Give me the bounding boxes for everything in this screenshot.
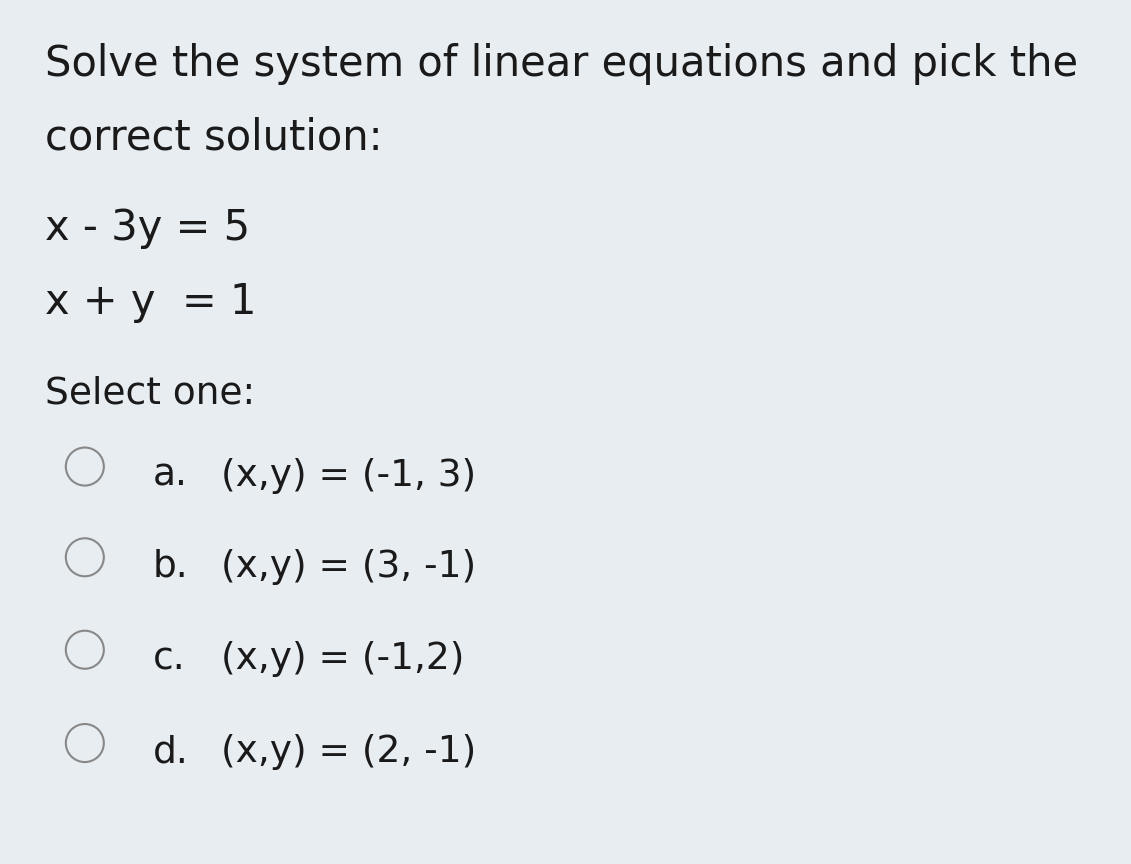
Text: Solve the system of linear equations and pick the: Solve the system of linear equations and… — [45, 43, 1078, 86]
Text: x + y  = 1: x + y = 1 — [45, 281, 257, 323]
Text: x - 3y = 5: x - 3y = 5 — [45, 207, 250, 250]
Text: Select one:: Select one: — [45, 376, 256, 412]
Text: (x,y) = (2, -1): (x,y) = (2, -1) — [221, 734, 476, 771]
Text: (x,y) = (-1,2): (x,y) = (-1,2) — [221, 641, 464, 677]
Text: b.: b. — [153, 549, 188, 585]
Text: correct solution:: correct solution: — [45, 117, 383, 159]
Text: d.: d. — [153, 734, 189, 771]
Text: c.: c. — [153, 641, 185, 677]
Text: (x,y) = (3, -1): (x,y) = (3, -1) — [221, 549, 476, 585]
Text: (x,y) = (-1, 3): (x,y) = (-1, 3) — [221, 458, 476, 494]
Text: a.: a. — [153, 458, 188, 494]
